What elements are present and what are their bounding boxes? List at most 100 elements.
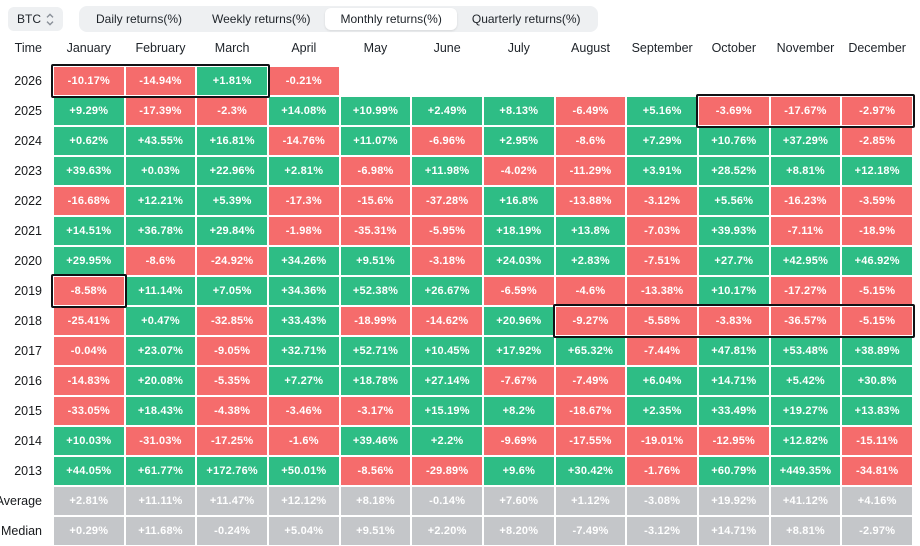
return-cell[interactable]: -19.01%: [627, 427, 697, 455]
return-cell[interactable]: -8.56%: [340, 457, 411, 485]
return-cell[interactable]: +0.47%: [125, 307, 196, 335]
return-cell[interactable]: -35.31%: [340, 217, 411, 245]
return-cell[interactable]: -8.6%: [125, 247, 196, 275]
return-cell[interactable]: +1.81%: [197, 67, 267, 95]
return-cell[interactable]: +36.78%: [125, 217, 196, 245]
return-cell[interactable]: -6.96%: [412, 127, 482, 155]
return-cell[interactable]: +12.12%: [268, 487, 339, 515]
return-cell[interactable]: -13.88%: [555, 187, 626, 215]
return-cell[interactable]: +10.76%: [698, 127, 769, 155]
return-cell[interactable]: +50.01%: [268, 457, 339, 485]
return-cell[interactable]: +33.49%: [698, 397, 769, 425]
return-cell[interactable]: -24.92%: [197, 247, 267, 275]
return-cell[interactable]: -8.6%: [555, 127, 626, 155]
return-cell[interactable]: +37.29%: [770, 127, 841, 155]
return-cell[interactable]: +26.67%: [412, 277, 482, 305]
return-cell[interactable]: +9.51%: [340, 247, 411, 275]
return-cell[interactable]: +9.51%: [340, 517, 411, 545]
return-cell[interactable]: +30.8%: [842, 367, 912, 395]
return-cell[interactable]: -2.97%: [842, 517, 912, 545]
return-cell[interactable]: -36.57%: [770, 307, 841, 335]
return-cell[interactable]: -4.02%: [483, 157, 554, 185]
return-cell[interactable]: -1.6%: [268, 427, 339, 455]
tab-monthly[interactable]: Monthly returns(%): [325, 8, 457, 30]
return-cell[interactable]: -7.49%: [555, 367, 626, 395]
return-cell[interactable]: -15.11%: [842, 427, 912, 455]
return-cell[interactable]: +2.2%: [412, 427, 482, 455]
return-cell[interactable]: -6.98%: [340, 157, 411, 185]
return-cell[interactable]: +29.84%: [197, 217, 267, 245]
return-cell[interactable]: -6.49%: [555, 97, 626, 125]
return-cell[interactable]: -3.46%: [268, 397, 339, 425]
return-cell[interactable]: +11.07%: [340, 127, 411, 155]
return-cell[interactable]: +2.20%: [412, 517, 482, 545]
tab-quarterly[interactable]: Quarterly returns(%): [471, 12, 581, 26]
return-cell[interactable]: +27.7%: [698, 247, 769, 275]
return-cell[interactable]: -2.85%: [842, 127, 912, 155]
return-cell[interactable]: +13.8%: [555, 217, 626, 245]
return-cell[interactable]: -0.14%: [412, 487, 482, 515]
return-cell[interactable]: -4.38%: [197, 397, 267, 425]
return-cell[interactable]: -7.67%: [483, 367, 554, 395]
return-cell[interactable]: +34.26%: [268, 247, 339, 275]
return-cell[interactable]: +46.92%: [842, 247, 912, 275]
tab-daily[interactable]: Daily returns(%): [96, 12, 183, 26]
return-cell[interactable]: +15.19%: [412, 397, 482, 425]
return-cell[interactable]: -11.29%: [555, 157, 626, 185]
return-cell[interactable]: +8.2%: [483, 397, 554, 425]
return-cell[interactable]: -31.03%: [125, 427, 196, 455]
return-cell[interactable]: -32.85%: [197, 307, 267, 335]
return-cell[interactable]: -29.89%: [412, 457, 482, 485]
return-cell[interactable]: +39.93%: [698, 217, 769, 245]
return-cell[interactable]: -0.04%: [54, 337, 124, 365]
return-cell[interactable]: -7.51%: [627, 247, 697, 275]
return-cell[interactable]: +0.29%: [54, 517, 124, 545]
return-cell[interactable]: +61.77%: [125, 457, 196, 485]
return-cell[interactable]: -37.28%: [412, 187, 482, 215]
return-cell[interactable]: +19.27%: [770, 397, 841, 425]
return-cell[interactable]: +2.49%: [412, 97, 482, 125]
return-cell[interactable]: +13.83%: [842, 397, 912, 425]
return-cell[interactable]: -6.59%: [483, 277, 554, 305]
return-cell[interactable]: -3.12%: [627, 517, 697, 545]
return-cell[interactable]: +1.12%: [555, 487, 626, 515]
return-cell[interactable]: +7.60%: [483, 487, 554, 515]
return-cell[interactable]: +4.16%: [842, 487, 912, 515]
return-cell[interactable]: +449.35%: [770, 457, 841, 485]
return-cell[interactable]: +2.83%: [555, 247, 626, 275]
return-cell[interactable]: -34.81%: [842, 457, 912, 485]
return-cell[interactable]: +14.71%: [698, 517, 769, 545]
return-cell[interactable]: -3.12%: [627, 187, 697, 215]
return-cell[interactable]: +5.42%: [770, 367, 841, 395]
return-cell[interactable]: +7.27%: [268, 367, 339, 395]
return-cell[interactable]: +12.18%: [842, 157, 912, 185]
return-cell[interactable]: -3.18%: [412, 247, 482, 275]
return-cell[interactable]: -3.08%: [627, 487, 697, 515]
return-cell[interactable]: -7.11%: [770, 217, 841, 245]
return-cell[interactable]: +43.55%: [125, 127, 196, 155]
return-cell[interactable]: +7.29%: [627, 127, 697, 155]
return-cell[interactable]: -18.9%: [842, 217, 912, 245]
return-cell[interactable]: +5.04%: [268, 517, 339, 545]
return-cell[interactable]: +3.91%: [627, 157, 697, 185]
return-cell[interactable]: -14.83%: [54, 367, 124, 395]
return-cell[interactable]: -1.76%: [627, 457, 697, 485]
return-cell[interactable]: -14.94%: [125, 67, 196, 95]
return-cell[interactable]: -0.21%: [268, 67, 339, 95]
return-cell[interactable]: -16.23%: [770, 187, 841, 215]
return-cell[interactable]: +16.81%: [197, 127, 267, 155]
return-cell[interactable]: +2.81%: [54, 487, 124, 515]
tab-weekly[interactable]: Weekly returns(%): [212, 12, 311, 26]
return-cell[interactable]: +10.99%: [340, 97, 411, 125]
return-cell[interactable]: +5.56%: [698, 187, 769, 215]
return-cell[interactable]: +9.29%: [54, 97, 124, 125]
return-cell[interactable]: -5.35%: [197, 367, 267, 395]
return-cell[interactable]: -5.95%: [412, 217, 482, 245]
return-cell[interactable]: +0.62%: [54, 127, 124, 155]
return-cell[interactable]: +34.36%: [268, 277, 339, 305]
return-cell[interactable]: +10.03%: [54, 427, 124, 455]
return-cell[interactable]: +10.45%: [412, 337, 482, 365]
return-cell[interactable]: +8.81%: [770, 157, 841, 185]
return-cell[interactable]: -17.25%: [197, 427, 267, 455]
return-cell[interactable]: -17.39%: [125, 97, 196, 125]
